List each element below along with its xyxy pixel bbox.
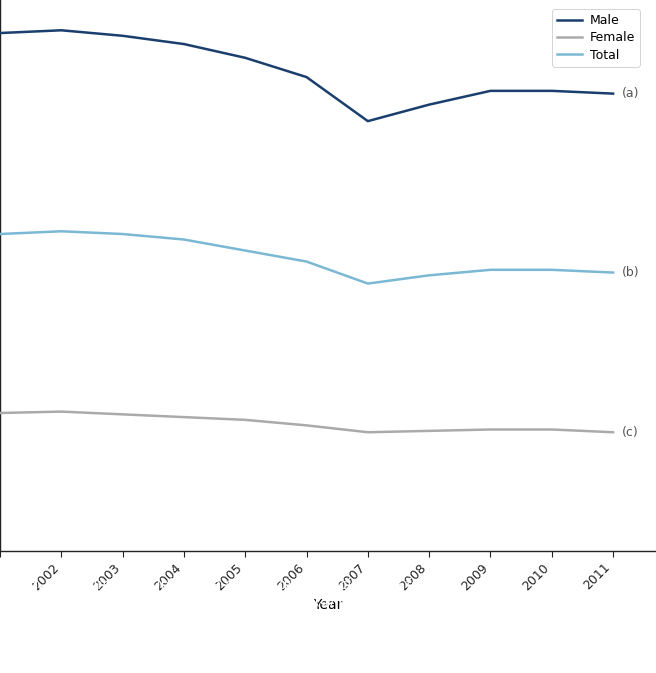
Legend: Male, Female, Total: Male, Female, Total (552, 9, 640, 67)
Text: Fig. 1: Fig. 1 (14, 577, 58, 592)
Text: (c): (c) (623, 426, 639, 439)
Text: (a): (a) (623, 87, 640, 100)
Text: European Union age-standardised suicide rate for the
total population (b), and f: European Union age-standardised suicide … (71, 577, 537, 608)
Text: (b): (b) (623, 266, 640, 279)
X-axis label: Year: Year (314, 598, 342, 612)
